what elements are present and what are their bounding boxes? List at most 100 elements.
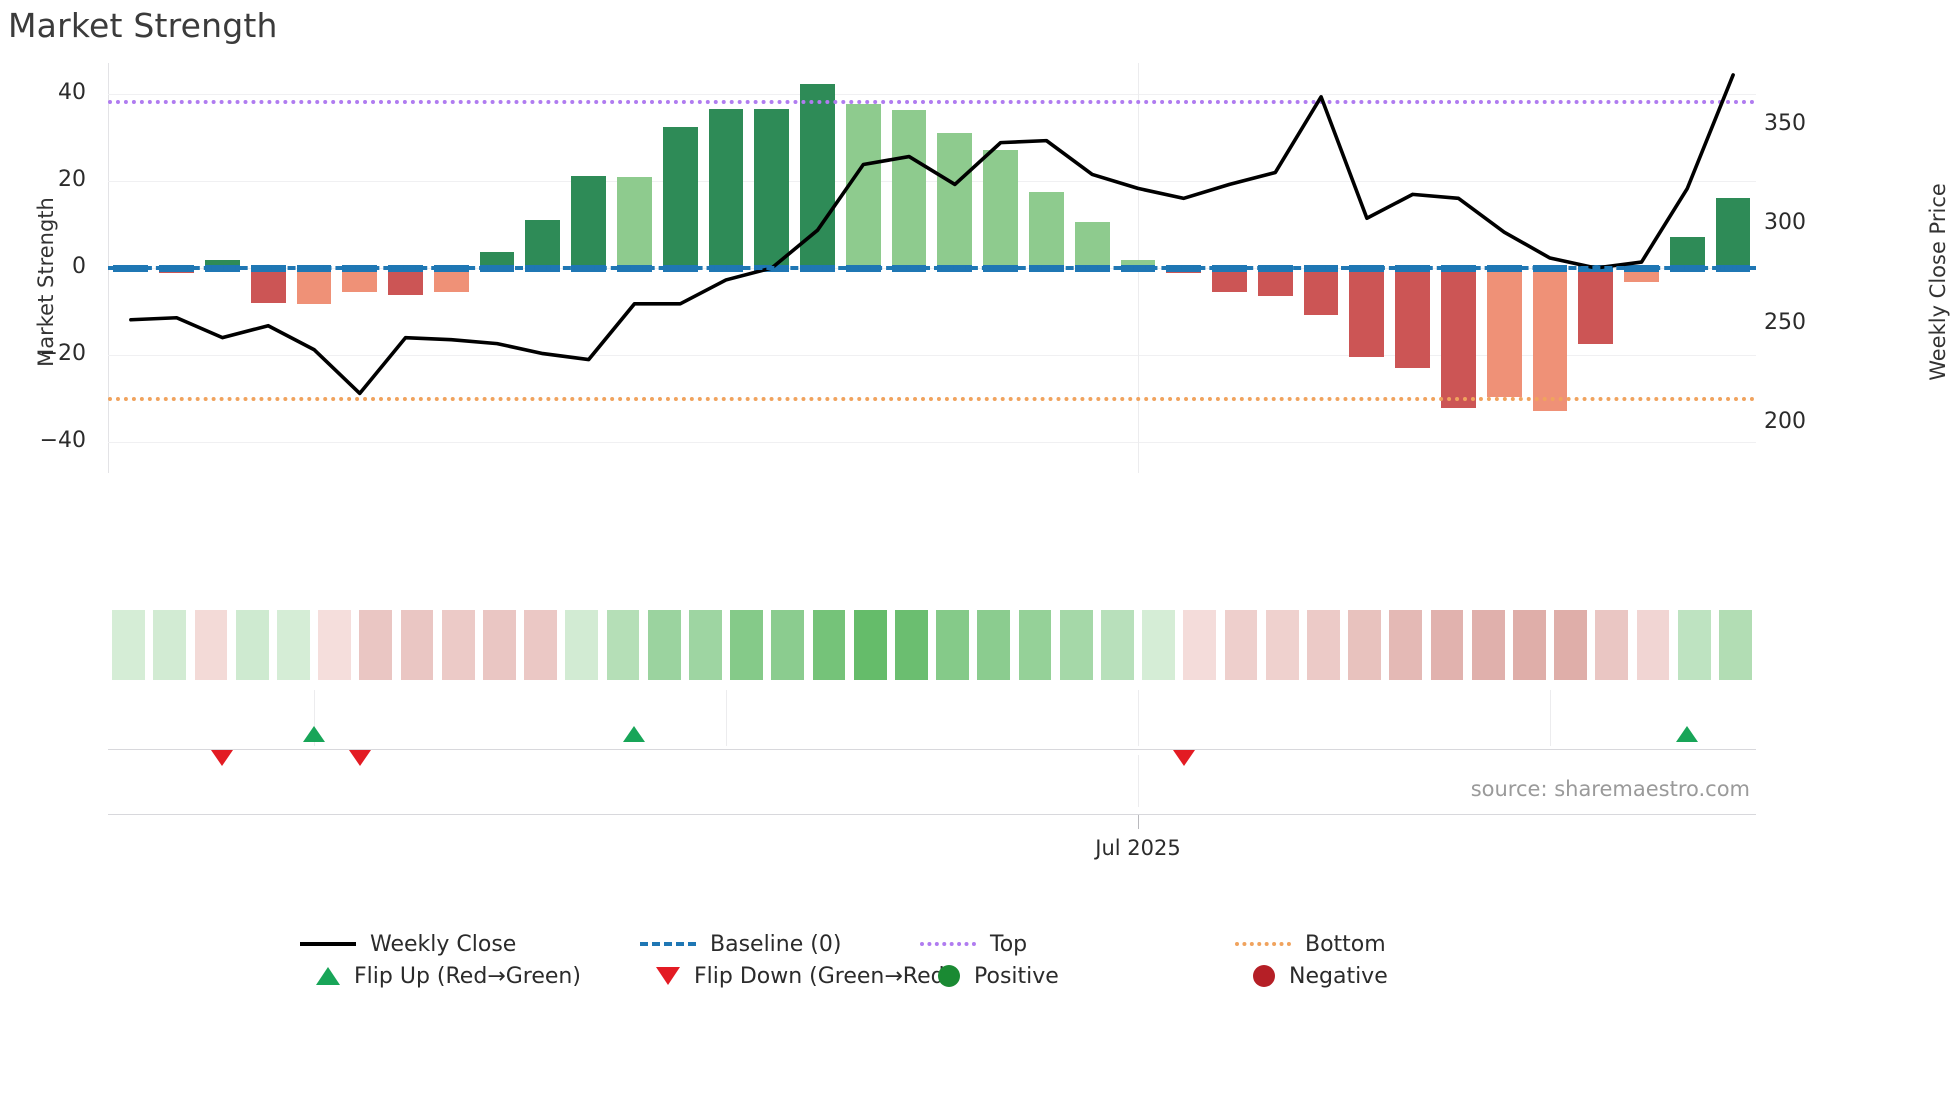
bar-4[interactable]: [296, 268, 332, 304]
heatmap-cell-17[interactable]: [812, 610, 846, 680]
heatmap-cell-15[interactable]: [730, 610, 764, 680]
heatmap-cell-1[interactable]: [153, 610, 187, 680]
bar-34[interactable]: [1669, 237, 1705, 268]
legend-weekly-close[interactable]: Weekly Close: [300, 924, 516, 964]
bar-18[interactable]: [937, 132, 973, 268]
bar-10[interactable]: [571, 176, 607, 268]
heatmap-cell-24[interactable]: [1100, 610, 1134, 680]
flip-down-marker-4[interactable]: [1172, 750, 1195, 766]
heatmap-cell-31[interactable]: [1389, 610, 1423, 680]
bar-5[interactable]: [342, 268, 378, 292]
heatmap-cell-19[interactable]: [894, 610, 928, 680]
heatmap-cell-20[interactable]: [936, 610, 970, 680]
heatmap-cell-10[interactable]: [524, 610, 558, 680]
bar-26[interactable]: [1303, 268, 1339, 316]
bar-7[interactable]: [433, 268, 469, 292]
bar-28[interactable]: [1395, 268, 1431, 369]
weekly-close-polyline: [129, 73, 1735, 396]
flip-gridline-0: [314, 690, 315, 746]
heatmap-cell-21[interactable]: [977, 610, 1011, 680]
bar-8[interactable]: [479, 252, 515, 268]
bar-6[interactable]: [388, 268, 423, 296]
flip-up-marker-3[interactable]: [623, 726, 646, 742]
bar-25[interactable]: [1257, 268, 1293, 297]
flip-down-triangle-icon: [656, 967, 680, 985]
heatmap-cell-2[interactable]: [194, 610, 228, 680]
heatmap-cell-14[interactable]: [688, 610, 722, 680]
bar-15[interactable]: [800, 83, 835, 268]
heatmap-cell-4[interactable]: [276, 610, 310, 680]
legend-flip-up[interactable]: Flip Up (Red→Green): [300, 956, 581, 996]
refline-top: [108, 100, 1756, 105]
bar-14[interactable]: [754, 109, 790, 268]
source-strip-baseline: [108, 814, 1756, 815]
legend-negative[interactable]: Negative: [1235, 956, 1388, 996]
heatmap-cell-9[interactable]: [482, 610, 516, 680]
bar-13[interactable]: [708, 108, 744, 268]
bar-21[interactable]: [1074, 222, 1110, 268]
heatmap-cell-26[interactable]: [1183, 610, 1217, 680]
heatmap-cell-16[interactable]: [771, 610, 805, 680]
heatmap-cell-12[interactable]: [606, 610, 640, 680]
heatmap-cell-35[interactable]: [1554, 610, 1588, 680]
heatmap-cell-22[interactable]: [1018, 610, 1052, 680]
bar-31[interactable]: [1532, 268, 1568, 412]
bar-20[interactable]: [1029, 192, 1064, 268]
legend-negative-label: Negative: [1289, 963, 1388, 989]
bar-16[interactable]: [845, 104, 881, 268]
source-strip-gridline: [1138, 755, 1139, 807]
heatmap-cell-29[interactable]: [1306, 610, 1340, 680]
bar-11[interactable]: [617, 177, 652, 268]
bar-17[interactable]: [891, 110, 927, 268]
heatmap-cell-39[interactable]: [1718, 610, 1752, 680]
heatmap-cell-18[interactable]: [853, 610, 887, 680]
heatmap-cell-37[interactable]: [1636, 610, 1670, 680]
bar-3[interactable]: [250, 268, 286, 303]
heatmap-cell-6[interactable]: [359, 610, 393, 680]
heatmap-cell-25[interactable]: [1142, 610, 1176, 680]
bar-29[interactable]: [1441, 268, 1476, 408]
flip-down-marker-2[interactable]: [348, 750, 371, 766]
bar-9[interactable]: [525, 220, 561, 268]
heatmap-cell-23[interactable]: [1059, 610, 1093, 680]
y-tick-right-350: 350: [1764, 110, 1806, 136]
bar-22[interactable]: [1120, 259, 1156, 268]
bar-35[interactable]: [1715, 198, 1751, 268]
legend-flip-down[interactable]: Flip Down (Green→Red): [640, 956, 953, 996]
heatmap-cell-33[interactable]: [1471, 610, 1505, 680]
legend-positive-label: Positive: [974, 963, 1059, 989]
bar-32[interactable]: [1578, 268, 1614, 345]
flip-down-marker-1[interactable]: [211, 750, 234, 766]
heatmap-cell-32[interactable]: [1430, 610, 1464, 680]
source-attribution: source: sharemaestro.com: [1470, 777, 1750, 801]
bar-30[interactable]: [1486, 268, 1522, 397]
flip-up-marker-5[interactable]: [1676, 726, 1699, 742]
heatmap-cell-30[interactable]: [1348, 610, 1382, 680]
bar-19[interactable]: [983, 150, 1019, 268]
refline-bottom: [108, 396, 1756, 401]
legend-positive[interactable]: Positive: [920, 956, 1059, 996]
heatmap-cell-36[interactable]: [1595, 610, 1629, 680]
heatmap-cell-28[interactable]: [1265, 610, 1299, 680]
heatmap-cell-38[interactable]: [1677, 610, 1711, 680]
bar-12[interactable]: [662, 127, 698, 268]
heatmap-cell-27[interactable]: [1224, 610, 1258, 680]
heatmap-cell-0[interactable]: [112, 610, 146, 680]
heatmap-cell-13[interactable]: [647, 610, 681, 680]
main-plot-area: [108, 63, 1756, 473]
bar-27[interactable]: [1349, 268, 1385, 358]
heatmap-cell-8[interactable]: [441, 610, 475, 680]
legend-bottom[interactable]: Bottom: [1235, 924, 1386, 964]
heatmap-cell-5[interactable]: [318, 610, 352, 680]
bar-24[interactable]: [1212, 268, 1247, 292]
flip-up-marker-0[interactable]: [303, 726, 325, 742]
heatmap-cell-7[interactable]: [400, 610, 434, 680]
source-strip: source: sharemaestro.com: [108, 755, 1756, 815]
y-tick-left-40: 40: [58, 79, 86, 105]
heatmap-cell-34[interactable]: [1512, 610, 1546, 680]
legend-top[interactable]: Top: [920, 924, 1027, 964]
bar-2[interactable]: [205, 260, 240, 268]
heatmap-cell-3[interactable]: [235, 610, 269, 680]
heatmap-cell-11[interactable]: [565, 610, 599, 680]
legend-baseline[interactable]: Baseline (0): [640, 924, 841, 964]
